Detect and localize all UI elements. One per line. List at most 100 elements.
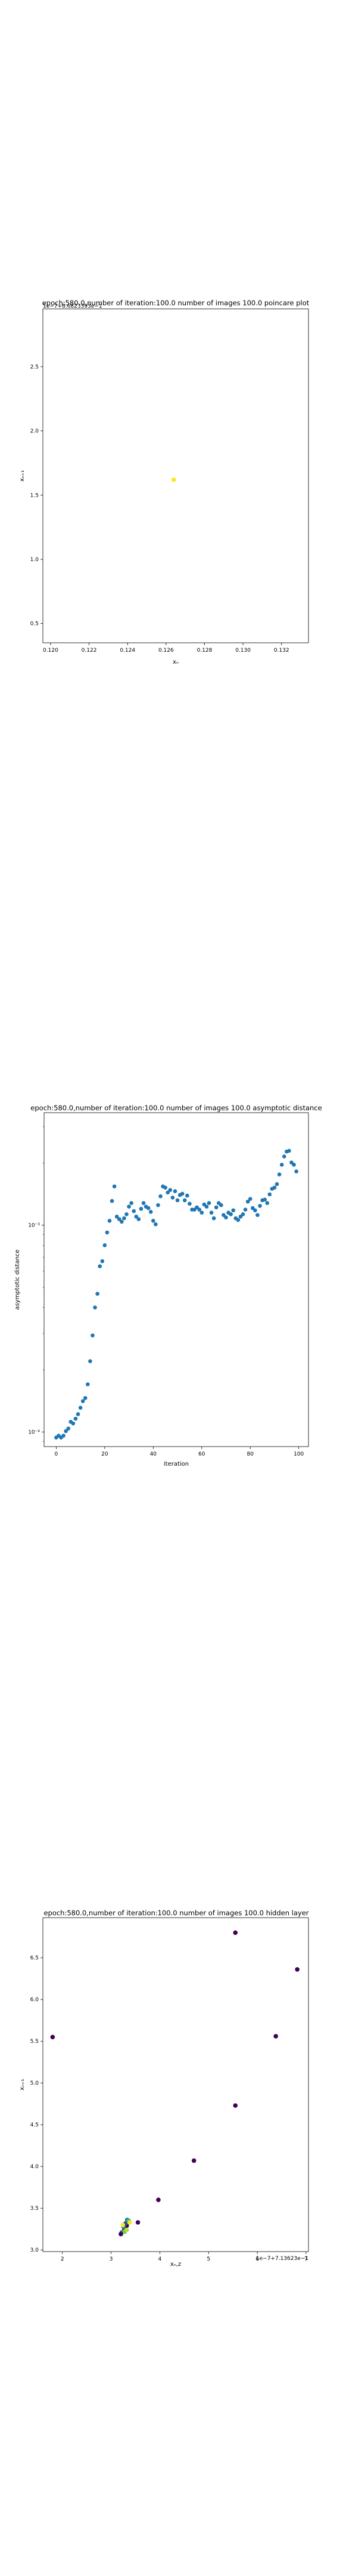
scatter-point [120,2222,126,2227]
scatter-point [277,1172,282,1176]
scatter-point [231,1208,236,1213]
asymptotic-plot-area [43,1112,309,1447]
poincare-plot-title: epoch:580.0,number of iteration:100.0 nu… [42,299,310,307]
scatter-point [135,2220,141,2225]
scatter-point [102,1243,107,1247]
scatter-point [267,1192,272,1197]
scatter-point [64,1429,68,1433]
scatter-point [191,2158,197,2163]
scatter-point [156,2197,161,2202]
scatter-point [114,1215,119,1219]
x-tick-label: 0.128 [197,648,213,654]
y-tick-label: 5.0 [30,2080,39,2086]
scatter-point [78,1405,83,1410]
scatter-point [233,1930,238,1935]
hidden-layer-ylabel: xₙ₊₁ [19,2079,26,2090]
scatter-point [248,1197,252,1201]
scatter-point [182,1198,187,1203]
scatter-point [175,1198,180,1203]
x-tick-label: 6 [255,2256,259,2262]
scatter-point [158,1194,163,1199]
scatter-point [105,1230,110,1235]
scatter-point [136,1217,141,1221]
hidden-layer-plot-title: epoch:580.0,number of iteration:100.0 nu… [43,1909,308,1917]
x-tick-label: 100 [294,1451,304,1457]
scatter-point [107,1219,112,1223]
x-tick-label: 2 [61,2256,64,2262]
scatter-point [110,1199,114,1203]
scatter-point [76,1412,80,1416]
scatter-point [207,1201,211,1205]
scatter-point [71,1421,76,1426]
scatter-point [66,1426,71,1431]
scatter-point [86,1382,90,1386]
scatter-point [80,1399,85,1404]
scatter-point [265,1201,270,1205]
scatter-point [272,1185,277,1190]
scatter-point [61,1433,66,1438]
x-tick-label: 4 [158,2256,162,2262]
scatter-point [233,2103,238,2108]
scatter-point [199,1210,204,1215]
scatter-point [263,1197,267,1202]
poincare-plot-area [42,308,309,643]
scatter-point [279,1163,284,1167]
scatter-point [122,1216,126,1221]
scatter-point [119,2231,123,2237]
poincare-offset-text: 1e−7+8.6823393e−1 [43,304,102,309]
y-tick-label: 10⁻⁴ [28,1430,40,1436]
hidden-layer-offset-text: 1e−7+7.13623e−1 [256,2256,308,2262]
y-tick-label: 3.0 [30,2247,39,2253]
scatter-point [180,1191,185,1196]
hidden-layer-xlabel: xₙ,z [170,2261,181,2268]
scatter-point [188,1202,192,1206]
y-tick-label: 2.0 [30,429,39,435]
scatter-point [124,2227,129,2233]
scatter-point [141,1201,146,1205]
scatter-point [154,1222,158,1227]
x-tick-label: 3 [110,2256,113,2262]
scatter-point [100,1259,105,1264]
x-tick-label: 5 [207,2256,210,2262]
scatter-point [173,1189,177,1193]
scatter-point [156,1203,160,1208]
scatter-point [120,1219,124,1224]
x-tick-label: 0 [54,1451,58,1457]
scatter-point [287,1148,291,1153]
scatter-point [139,1206,144,1211]
x-tick-label: 0.124 [120,648,135,654]
scatter-point [127,1205,131,1209]
scatter-point [253,1208,257,1213]
asymptotic-xlabel: iteration [164,1461,189,1467]
scatter-point [83,1396,88,1400]
scatter-point [229,1212,233,1216]
x-tick-label: 0.132 [274,648,289,654]
scatter-point [95,1292,99,1296]
scatter-point [73,1416,78,1421]
asymptotic-ylabel: asymptotic distance [14,1249,21,1309]
scatter-point [151,1219,155,1223]
scatter-point [166,1190,170,1195]
scatter-point [282,1154,286,1159]
scatter-point [91,1333,95,1337]
scatter-point [275,1182,279,1187]
y-tick-label: 0.5 [30,621,39,627]
scatter-point [273,2034,278,2039]
scatter-point [295,1967,300,1972]
scatter-point [255,1213,260,1217]
scatter-point [171,477,176,482]
scatter-point [185,1193,189,1198]
x-tick-label: 0.120 [43,648,58,654]
scatter-point [204,1205,209,1209]
scatter-point [148,1210,153,1214]
scatter-point [88,1359,92,1364]
scatter-point [222,1213,226,1217]
y-tick-label: 5.5 [30,2039,39,2045]
scatter-point [98,1264,102,1268]
y-tick-label: 1.5 [30,493,39,499]
scatter-point [132,1209,136,1213]
scatter-point [238,1215,243,1219]
scatter-point [211,1216,216,1221]
scatter-point [168,1188,173,1192]
